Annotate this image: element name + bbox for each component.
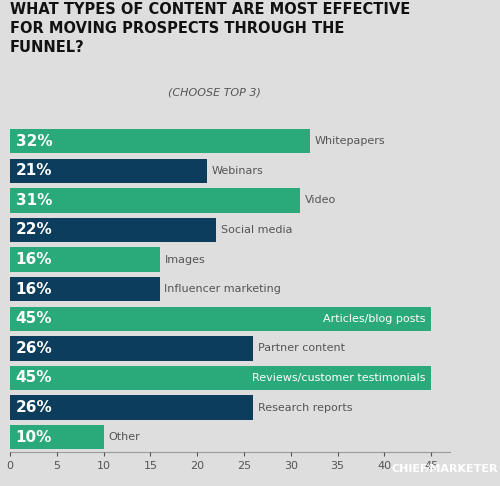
Bar — [10, 277, 160, 301]
Text: 32%: 32% — [16, 134, 52, 149]
Text: 21%: 21% — [16, 163, 52, 178]
Text: Partner content: Partner content — [258, 344, 345, 353]
Text: (CHOOSE TOP 3): (CHOOSE TOP 3) — [168, 87, 260, 98]
Bar — [10, 366, 432, 390]
Text: Influencer marketing: Influencer marketing — [164, 284, 282, 294]
Text: Research reports: Research reports — [258, 402, 352, 413]
Text: 31%: 31% — [16, 193, 52, 208]
Text: Social media: Social media — [220, 225, 292, 235]
Bar — [10, 188, 300, 212]
Text: 45%: 45% — [16, 370, 52, 385]
Text: 26%: 26% — [16, 400, 52, 415]
Text: Video: Video — [305, 195, 336, 206]
Bar — [10, 247, 160, 272]
Text: Whitepapers: Whitepapers — [314, 136, 385, 146]
Text: 10%: 10% — [16, 430, 52, 445]
Bar — [10, 396, 254, 420]
Text: WHAT TYPES OF CONTENT ARE MOST EFFECTIVE
FOR MOVING PROSPECTS THROUGH THE
FUNNEL: WHAT TYPES OF CONTENT ARE MOST EFFECTIVE… — [10, 2, 410, 54]
Text: 45%: 45% — [16, 311, 52, 326]
Text: 16%: 16% — [16, 282, 52, 296]
Bar — [10, 129, 310, 153]
Text: 22%: 22% — [16, 223, 52, 238]
Text: 26%: 26% — [16, 341, 52, 356]
Bar — [10, 218, 216, 242]
Bar — [10, 425, 104, 450]
Text: Other: Other — [108, 432, 140, 442]
Text: Webinars: Webinars — [212, 166, 263, 176]
Text: 16%: 16% — [16, 252, 52, 267]
Bar — [10, 336, 254, 361]
Text: Articles/blog posts: Articles/blog posts — [323, 314, 426, 324]
Bar — [10, 158, 206, 183]
Text: Images: Images — [164, 255, 205, 264]
Text: Reviews/customer testimonials: Reviews/customer testimonials — [252, 373, 426, 383]
Text: CHIEF⁄MARKETER: CHIEF⁄MARKETER — [392, 464, 498, 474]
Bar — [10, 307, 432, 331]
